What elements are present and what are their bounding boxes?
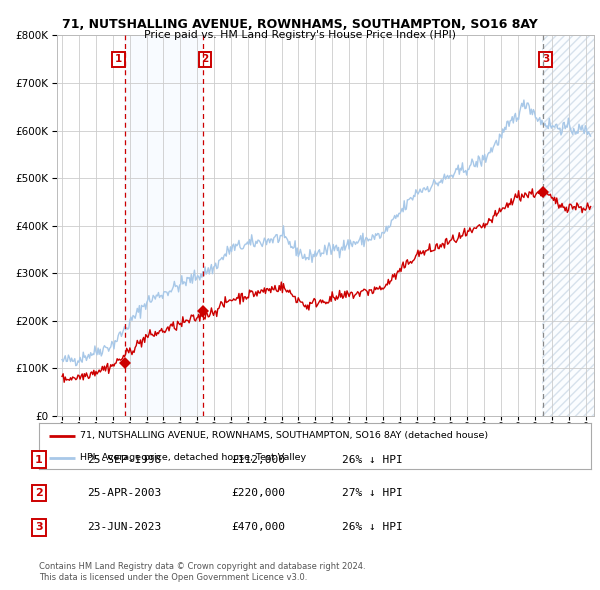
Text: 27% ↓ HPI: 27% ↓ HPI bbox=[342, 489, 403, 498]
Text: 3: 3 bbox=[35, 523, 43, 532]
Text: 1: 1 bbox=[35, 455, 43, 464]
Text: 71, NUTSHALLING AVENUE, ROWNHAMS, SOUTHAMPTON, SO16 8AY: 71, NUTSHALLING AVENUE, ROWNHAMS, SOUTHA… bbox=[62, 18, 538, 31]
Bar bbox=[542, 35, 594, 416]
Text: £112,000: £112,000 bbox=[231, 455, 285, 464]
Text: 26% ↓ HPI: 26% ↓ HPI bbox=[342, 523, 403, 532]
Text: This data is licensed under the Open Government Licence v3.0.: This data is licensed under the Open Gov… bbox=[39, 573, 307, 582]
Text: 23-JUN-2023: 23-JUN-2023 bbox=[87, 523, 161, 532]
Text: £470,000: £470,000 bbox=[231, 523, 285, 532]
Bar bbox=[542, 35, 594, 416]
Text: 26% ↓ HPI: 26% ↓ HPI bbox=[342, 455, 403, 464]
Text: 25-APR-2003: 25-APR-2003 bbox=[87, 489, 161, 498]
Text: 2: 2 bbox=[35, 489, 43, 498]
Text: 25-SEP-1998: 25-SEP-1998 bbox=[87, 455, 161, 464]
Bar bbox=[542, 35, 594, 416]
Text: Price paid vs. HM Land Registry's House Price Index (HPI): Price paid vs. HM Land Registry's House … bbox=[144, 30, 456, 40]
Text: 71, NUTSHALLING AVENUE, ROWNHAMS, SOUTHAMPTON, SO16 8AY (detached house): 71, NUTSHALLING AVENUE, ROWNHAMS, SOUTHA… bbox=[80, 431, 488, 440]
Text: £220,000: £220,000 bbox=[231, 489, 285, 498]
Text: 3: 3 bbox=[542, 54, 549, 64]
Text: 1: 1 bbox=[115, 54, 122, 64]
Text: Contains HM Land Registry data © Crown copyright and database right 2024.: Contains HM Land Registry data © Crown c… bbox=[39, 562, 365, 571]
Text: 2: 2 bbox=[202, 54, 209, 64]
Bar bbox=[124, 35, 203, 416]
Text: HPI: Average price, detached house, Test Valley: HPI: Average price, detached house, Test… bbox=[80, 453, 307, 462]
